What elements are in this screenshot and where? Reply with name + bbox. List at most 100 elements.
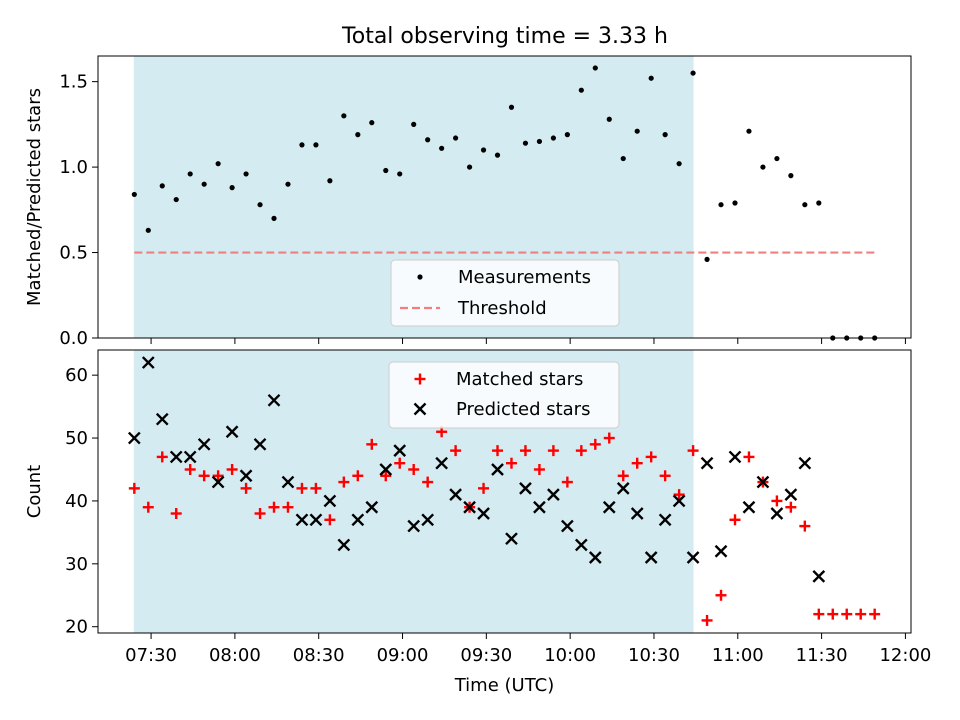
x-axis-label: Time (UTC) (454, 675, 555, 696)
measurement-point (536, 138, 543, 145)
y-tick-label: 0.5 (59, 243, 88, 264)
measurement-point (271, 215, 277, 221)
measurement-point (690, 70, 696, 76)
measurement-point (439, 145, 445, 151)
matched-star-point (366, 438, 378, 450)
predicted-star-point (225, 425, 239, 439)
matched-star-point (813, 608, 825, 620)
predicted-star-point (365, 500, 379, 514)
measurement-point (578, 87, 584, 93)
legend-label-matched-stars: Matched stars (456, 369, 583, 390)
y-tick-label: 20 (65, 617, 88, 638)
measurement-point (564, 132, 570, 138)
measurement-point (131, 191, 137, 198)
measurement-point (299, 142, 305, 148)
predicted-star-point (183, 450, 197, 464)
predicted-star-point (686, 551, 700, 564)
measurement-point (145, 227, 151, 233)
matched-star-point (142, 501, 154, 513)
x-tick-label: 10:30 (628, 645, 680, 666)
bottom-axes-frame (97, 349, 912, 634)
predicted-star-point (337, 538, 351, 552)
measurement-point (355, 132, 361, 138)
measurement-point (480, 147, 487, 153)
measurement-point (550, 135, 556, 141)
predicted-star-point (714, 544, 728, 558)
predicted-star-point (672, 494, 686, 508)
legend-marker-predicted-stars (413, 402, 427, 416)
predicted-star-point (267, 393, 281, 407)
measurement-point (257, 202, 263, 208)
predicted-star-point (253, 437, 267, 451)
legend-marker-matched-stars (414, 373, 426, 385)
measurement-point (774, 155, 780, 162)
legend-label-measurements: Measurements (458, 267, 591, 288)
predicted-star-point (323, 494, 337, 508)
measurement-point (201, 181, 207, 187)
matched-star-point (310, 482, 322, 494)
x-tick-label: 09:00 (377, 645, 429, 666)
matched-star-point (561, 476, 573, 488)
legend-label-predicted-stars: Predicted stars (456, 399, 590, 420)
predicted-star-point (519, 482, 532, 495)
matched-star-point (841, 608, 853, 620)
matched-star-point (450, 445, 462, 457)
legend-plus-glyph (414, 373, 426, 385)
measurement-point (522, 140, 529, 146)
predicted-star-point (407, 519, 421, 533)
measurement-point (187, 171, 193, 177)
measurement-point (816, 200, 822, 206)
matched-star-point (296, 482, 308, 494)
matched-star-point (478, 482, 490, 494)
matched-star-point (212, 470, 224, 482)
matched-star-point (254, 508, 266, 520)
matched-star-point (743, 451, 755, 463)
predicted-star-point (742, 500, 756, 514)
measurement-point (788, 173, 794, 179)
predicted-star-point (141, 356, 155, 369)
bottom-legend-box (388, 361, 620, 429)
predicted-star-point (477, 507, 490, 520)
x-tick-label: 07:30 (125, 645, 177, 666)
matched-star-point (394, 457, 406, 469)
predicted-star-point (351, 513, 365, 527)
matched-star-point (184, 463, 196, 475)
y-tick-label: 1.5 (59, 72, 88, 93)
x-tick-label: 11:30 (796, 645, 848, 666)
bottom-legend: Matched stars Predicted stars (388, 361, 620, 429)
predicted-star-point (561, 519, 574, 533)
matched-star-point (533, 463, 545, 475)
measurement-point (159, 183, 165, 189)
top-axes-frame (97, 55, 912, 339)
predicted-star-point (644, 551, 658, 564)
measurement-point (732, 200, 738, 206)
measurement-point (746, 128, 752, 134)
matched-star-point (617, 470, 629, 482)
measurement-point (466, 164, 473, 170)
top-x-axis-ticks (150, 338, 906, 344)
matched-star-point (589, 438, 601, 450)
matched-star-point (547, 445, 559, 457)
predicted-star-point (574, 538, 588, 552)
top-y-axis-label: Matched/Predicted stars (24, 88, 45, 306)
top-legend-box (390, 259, 620, 327)
x-tick-label: 08:30 (293, 645, 345, 666)
measurement-point (718, 202, 724, 208)
predicted-star-point (602, 500, 616, 514)
legend-marker-measurements (417, 274, 423, 280)
matched-star-point (575, 445, 587, 457)
matched-star-point (631, 457, 643, 469)
matched-star-point (799, 520, 811, 532)
predicted-star-point (239, 469, 253, 483)
predicted-star-point (393, 444, 407, 457)
measurement-point (634, 128, 640, 134)
measurement-point (397, 171, 403, 177)
matched-star-point (240, 482, 252, 494)
measurement-point (606, 116, 612, 122)
predicted-star-point (630, 507, 644, 520)
measurement-point (173, 196, 179, 203)
y-tick-label: 30 (65, 554, 88, 575)
matched-star-point (505, 457, 517, 469)
measurement-point (285, 181, 291, 187)
